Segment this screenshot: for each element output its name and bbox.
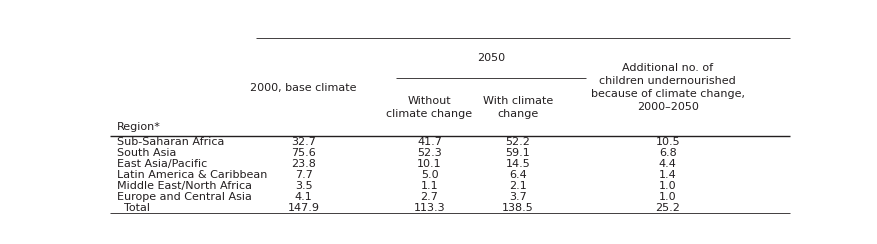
Text: 52.2: 52.2 (505, 137, 530, 147)
Text: Additional no. of
children undernourished
because of climate change,
2000–2050: Additional no. of children undernourishe… (590, 63, 744, 112)
Text: 138.5: 138.5 (502, 203, 533, 213)
Text: Total: Total (117, 203, 149, 213)
Text: Region*: Region* (117, 122, 160, 132)
Text: 10.5: 10.5 (654, 137, 680, 147)
Text: 23.8: 23.8 (291, 159, 316, 169)
Text: Sub-Saharan Africa: Sub-Saharan Africa (117, 137, 224, 147)
Text: 147.9: 147.9 (288, 203, 319, 213)
Text: South Asia: South Asia (117, 148, 175, 158)
Text: 2.7: 2.7 (420, 192, 438, 202)
Text: 10.1: 10.1 (417, 159, 441, 169)
Text: Latin America & Caribbean: Latin America & Caribbean (117, 170, 267, 180)
Text: 5.0: 5.0 (420, 170, 438, 180)
Text: With climate
change: With climate change (482, 96, 553, 119)
Text: 52.3: 52.3 (417, 148, 441, 158)
Text: 4.4: 4.4 (658, 159, 676, 169)
Text: 41.7: 41.7 (417, 137, 441, 147)
Text: 4.1: 4.1 (295, 192, 312, 202)
Text: 2050: 2050 (476, 53, 504, 63)
Text: 59.1: 59.1 (505, 148, 530, 158)
Text: Without
climate change: Without climate change (386, 96, 472, 119)
Text: 2.1: 2.1 (509, 181, 526, 191)
Text: 3.7: 3.7 (509, 192, 526, 202)
Text: East Asia/Pacific: East Asia/Pacific (117, 159, 207, 169)
Text: 7.7: 7.7 (295, 170, 312, 180)
Text: 25.2: 25.2 (654, 203, 680, 213)
Text: 2000, base climate: 2000, base climate (250, 82, 357, 92)
Text: 3.5: 3.5 (295, 181, 312, 191)
Text: Middle East/North Africa: Middle East/North Africa (117, 181, 252, 191)
Text: 32.7: 32.7 (291, 137, 316, 147)
Text: 6.4: 6.4 (509, 170, 526, 180)
Text: 14.5: 14.5 (505, 159, 530, 169)
Text: 75.6: 75.6 (291, 148, 316, 158)
Text: 1.0: 1.0 (658, 181, 676, 191)
Text: 113.3: 113.3 (413, 203, 445, 213)
Text: 1.1: 1.1 (420, 181, 438, 191)
Text: 6.8: 6.8 (658, 148, 676, 158)
Text: 1.0: 1.0 (658, 192, 676, 202)
Text: 1.4: 1.4 (658, 170, 676, 180)
Text: Europe and Central Asia: Europe and Central Asia (117, 192, 251, 202)
